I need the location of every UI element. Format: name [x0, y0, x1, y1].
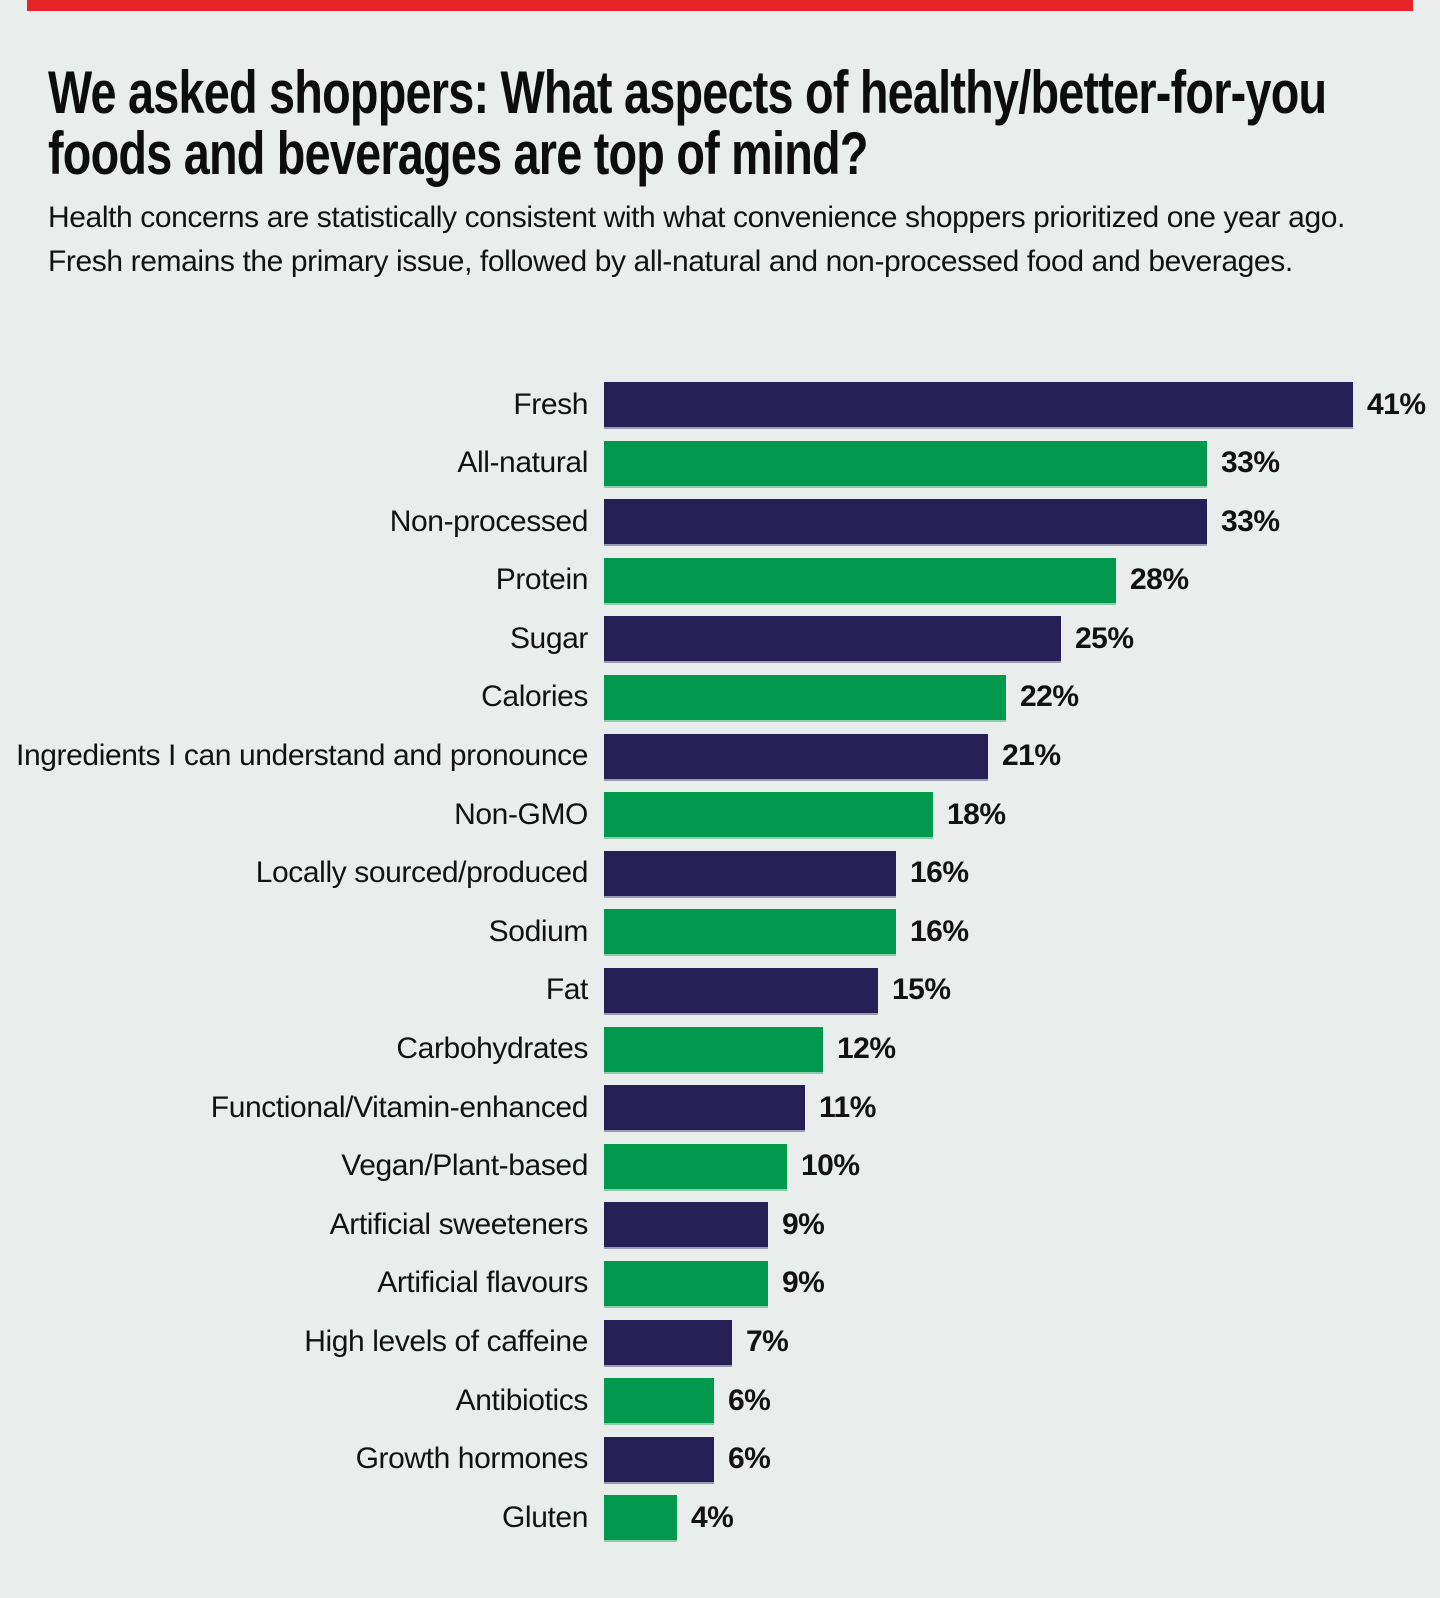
chart-row: Non-GMO 18% — [0, 792, 1440, 838]
bar — [604, 1085, 805, 1131]
category-label: Artificial sweeteners — [329, 1207, 589, 1241]
value-label: 25% — [1075, 621, 1134, 655]
category-label: Fresh — [513, 387, 588, 421]
bar — [604, 1378, 714, 1424]
chart-row: Antibiotics 6% — [0, 1378, 1440, 1424]
value-label: 9% — [782, 1266, 825, 1300]
chart-row: Functional/Vitamin-enhanced 11% — [0, 1085, 1440, 1131]
value-label: 33% — [1221, 504, 1280, 538]
bar — [604, 616, 1061, 662]
title-line-2: foods and beverages are top of mind? — [48, 120, 868, 187]
category-label: Sodium — [488, 914, 589, 948]
bar — [604, 850, 896, 896]
category-label: Antibiotics — [455, 1383, 589, 1417]
bar — [604, 1026, 823, 1072]
value-label: 22% — [1020, 680, 1079, 714]
chart-title: We asked shoppers: What aspects of healt… — [48, 62, 1400, 184]
category-label: Non-GMO — [454, 797, 588, 831]
category-label: Artificial flavours — [377, 1266, 588, 1300]
value-label: 41% — [1367, 387, 1426, 421]
title-line-1: We asked shoppers: What aspects of healt… — [48, 59, 1327, 126]
value-label: 16% — [910, 856, 969, 890]
value-label: 21% — [1002, 739, 1061, 773]
chart-row: Growth hormones 6% — [0, 1436, 1440, 1482]
chart-row: Gluten 4% — [0, 1495, 1440, 1541]
bar — [604, 499, 1207, 545]
chart-row: Sodium 16% — [0, 909, 1440, 955]
value-label: 18% — [947, 797, 1006, 831]
category-label: High levels of caffeine — [304, 1325, 588, 1358]
bar — [604, 733, 988, 779]
category-label: Locally sourced/produced — [255, 856, 589, 890]
value-label: 12% — [837, 1032, 896, 1066]
chart-row: Locally sourced/produced 16% — [0, 850, 1440, 896]
bar — [604, 909, 896, 955]
bar — [604, 1436, 714, 1482]
value-label: 9% — [782, 1207, 825, 1241]
chart-row: Ingredients I can understand and pronoun… — [0, 733, 1440, 779]
value-label: 16% — [910, 914, 969, 948]
category-label: Functional/Vitamin-enhanced — [210, 1090, 589, 1124]
bar — [604, 382, 1353, 427]
category-label: Sugar — [509, 621, 588, 655]
bar — [604, 440, 1207, 486]
bar — [604, 1495, 677, 1541]
bar-chart: Fresh 41% All-natural 33% Non-processed … — [0, 382, 1440, 1541]
chart-row: Sugar 25% — [0, 616, 1440, 662]
top-accent-bar — [27, 0, 1413, 11]
value-label: 7% — [746, 1325, 789, 1358]
chart-row: Fat 15% — [0, 967, 1440, 1013]
infographic-page: We asked shoppers: What aspects of healt… — [0, 0, 1440, 1541]
subtitle-line-1: Health concerns are statistically consis… — [48, 201, 1345, 234]
category-label: Non-processed — [389, 504, 589, 538]
chart-row: Artificial sweeteners 9% — [0, 1202, 1440, 1248]
bar — [604, 674, 1006, 720]
value-label: 6% — [728, 1383, 771, 1417]
bar — [604, 1143, 787, 1189]
category-label: All-natural — [457, 446, 588, 480]
subtitle-line-2: Fresh remains the primary issue, followe… — [48, 245, 1293, 278]
value-label: 4% — [691, 1500, 734, 1534]
value-label: 33% — [1221, 446, 1280, 480]
value-label: 15% — [892, 973, 951, 1007]
chart-row: Protein 28% — [0, 557, 1440, 603]
chart-row: Fresh 41% — [0, 382, 1440, 427]
category-label: Gluten — [502, 1500, 588, 1534]
category-label: Growth hormones — [355, 1442, 589, 1476]
category-label: Fat — [545, 973, 589, 1007]
bar — [604, 967, 878, 1013]
bar — [604, 1319, 732, 1365]
category-label: Carbohydrates — [396, 1032, 588, 1066]
bar — [604, 1202, 768, 1248]
chart-row: Non-processed 33% — [0, 499, 1440, 545]
chart-row: High levels of caffeine 7% — [0, 1319, 1440, 1365]
value-label: 6% — [728, 1442, 771, 1476]
bar — [604, 557, 1116, 603]
value-label: 10% — [801, 1149, 860, 1183]
value-label: 28% — [1130, 563, 1189, 597]
chart-row: All-natural 33% — [0, 440, 1440, 486]
category-label: Vegan/Plant-based — [341, 1149, 588, 1183]
chart-row: Vegan/Plant-based 10% — [0, 1143, 1440, 1189]
chart-row: Artificial flavours 9% — [0, 1260, 1440, 1306]
value-label: 11% — [819, 1090, 876, 1124]
chart-row: Carbohydrates 12% — [0, 1026, 1440, 1072]
bar — [604, 1260, 768, 1306]
header: We asked shoppers: What aspects of healt… — [0, 0, 1440, 284]
category-label: Protein — [495, 563, 589, 597]
category-label: Calories — [481, 680, 588, 714]
bar — [604, 792, 933, 838]
chart-subtitle: Health concerns are statistically consis… — [48, 196, 1400, 284]
chart-row: Calories 22% — [0, 674, 1440, 720]
category-label: Ingredients I can understand and pronoun… — [16, 739, 588, 773]
